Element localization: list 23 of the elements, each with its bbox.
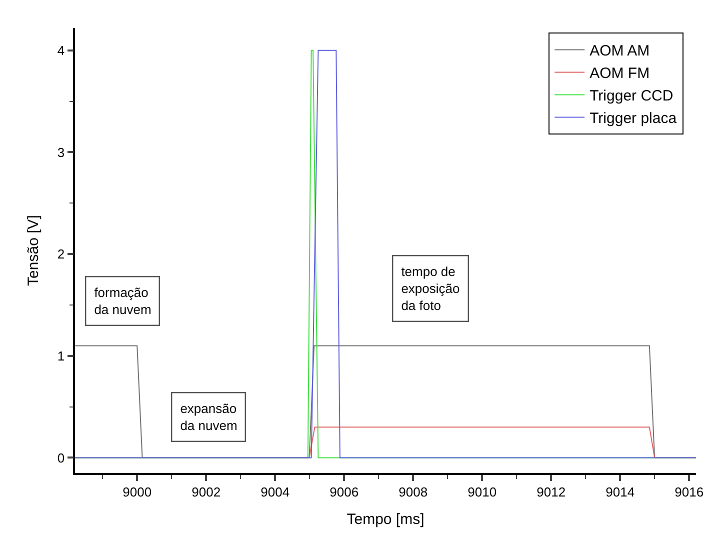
legend-label: AOM FM — [590, 65, 650, 82]
annotation: tempo de exposição da foto — [401, 264, 460, 313]
legend-label: AOM AM — [590, 42, 650, 60]
y-tick-label: 1 — [57, 348, 65, 364]
x-axis-title: Tempo [ms] — [346, 510, 424, 528]
y-tick-label: 0 — [57, 450, 65, 466]
y-tick-label: 3 — [57, 144, 65, 160]
annotation: formação da nuvem — [94, 285, 152, 318]
x-tick-label: 9010 — [468, 484, 497, 500]
legend-label: Trigger placa — [590, 110, 678, 128]
x-tick-label: 9006 — [330, 484, 359, 500]
x-tick-label: 9004 — [260, 484, 290, 500]
x-tick-label: 9000 — [122, 484, 152, 500]
x-tick-label: 9008 — [398, 484, 428, 500]
x-tick-label: 9012 — [536, 484, 566, 500]
annotation: expansão da nuvem — [180, 401, 238, 434]
y-axis-title: Tensão [V] — [25, 215, 42, 286]
x-tick-label: 9016 — [674, 484, 704, 500]
y-tick-label: 2 — [57, 246, 65, 262]
y-tick-label: 4 — [57, 42, 65, 58]
x-tick-label: 9014 — [606, 484, 635, 500]
legend-label: Trigger CCD — [590, 88, 674, 105]
x-tick-label: 9002 — [192, 484, 221, 500]
